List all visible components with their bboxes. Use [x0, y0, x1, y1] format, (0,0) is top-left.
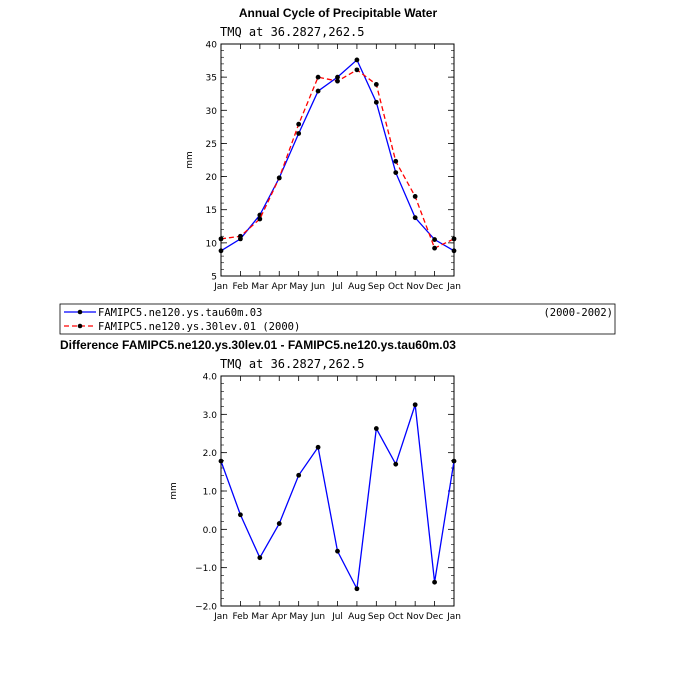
chart2-ytick-label: 1.0 — [203, 488, 218, 498]
chart2-xtick-label: Oct — [388, 612, 404, 622]
chart1-series-2-point — [393, 158, 399, 164]
chart2-xtick-label: Sep — [368, 612, 385, 622]
chart1-xtick-label: Aug — [348, 282, 366, 292]
chart1-ytick-label: 30 — [206, 107, 218, 117]
chart1-series-1-point — [393, 170, 399, 175]
chart-annual-cycle: Annual Cycle of Precipitable Water TMQ a… — [185, 6, 461, 292]
chart2-series-1-point — [393, 461, 399, 467]
chart1-series-1-point — [412, 215, 418, 221]
chart1-xtick-label: Sep — [368, 282, 385, 292]
chart2-series-1-line — [220, 404, 455, 591]
chart1-xtick-label: Nov — [406, 282, 424, 292]
chart2-axes: Jan Feb Mar Apr May Jun Jul Aug Sep Oct Nov Dec Jan−… — [195, 373, 461, 623]
chart2-plot-frame — [220, 375, 455, 607]
chart1-series-1-point — [315, 88, 321, 94]
chart2-series-1-point — [238, 512, 243, 518]
chart2-xtick-label: Apr — [271, 612, 287, 622]
chart1-series-2-point — [315, 74, 321, 80]
legend: FAMIPC5.ne120.ys.tau60m.03 (2000-2002) F… — [59, 303, 616, 335]
chart1-xtick-label: Jun — [310, 282, 325, 292]
chart1-ytick-label: 35 — [206, 74, 217, 84]
chart2-xtick-label: Feb — [232, 612, 248, 622]
chart1-series-2-point — [451, 236, 457, 242]
chart1-series-2-point — [296, 121, 302, 127]
chart2-series-1-point — [276, 521, 282, 526]
chart1-series-2-point — [432, 245, 437, 251]
chart1-ytick-label: 25 — [206, 140, 217, 150]
chart1-ylabel: mm — [185, 151, 195, 169]
chart2-xtick-label: Mar — [251, 612, 268, 622]
chart2-xtick-label: Jan — [213, 612, 228, 622]
chart2-series-1-point — [373, 426, 379, 431]
chart1-series-2-point — [412, 194, 418, 199]
chart-difference: Difference FAMIPC5.ne120.ys.30lev.01 - F… — [60, 338, 461, 622]
chart2-ytick-label: 3.0 — [203, 411, 218, 421]
chart1-series-2-point — [276, 175, 282, 181]
chart1-subtitle: TMQ at 36.2827,262.5 — [220, 25, 365, 39]
chart1-xtick-label: Dec — [426, 282, 443, 292]
chart2-ytick-label: 0.0 — [203, 526, 218, 536]
chart1-ytick-label: 10 — [206, 239, 218, 249]
chart2-series-1-point — [257, 555, 263, 561]
legend-marker-series-1 — [77, 309, 83, 315]
chart1-xtick-label: Oct — [388, 282, 404, 292]
chart1-ytick-label: 20 — [206, 173, 218, 183]
chart1-series-2-point — [354, 67, 360, 73]
chart1-xtick-label: Feb — [232, 282, 248, 292]
chart1-xtick-label: May — [289, 282, 308, 292]
chart1-series-1-point — [432, 237, 437, 242]
chart1-xtick-label: Mar — [251, 282, 268, 292]
chart1-series-2-point — [335, 78, 340, 84]
chart1-series-1-point — [335, 74, 340, 80]
chart1-series-1-point — [218, 248, 224, 254]
chart1-series — [218, 57, 457, 254]
chart2-series-1-point — [296, 472, 302, 478]
chart2-subtitle: TMQ at 36.2827,262.5 — [220, 357, 365, 371]
chart2-series-1-point — [432, 579, 437, 585]
chart2-series-1-point — [218, 458, 224, 464]
chart2-title: Difference FAMIPC5.ne120.ys.30lev.01 - F… — [60, 338, 456, 352]
chart1-xtick-label: Jan — [446, 282, 461, 292]
chart1-ytick-label: 40 — [206, 41, 218, 51]
chart2-series-1-point — [335, 548, 340, 554]
chart2-ytick-label: −2.0 — [195, 603, 217, 613]
chart2-ytick-label: −1.0 — [195, 564, 217, 574]
legend-label-series-1: FAMIPC5.ne120.ys.tau60m.03 — [98, 307, 262, 319]
legend-label-series-2: FAMIPC5.ne120.ys.30lev.01 (2000) — [98, 321, 300, 333]
chart2-ylabel: mm — [169, 482, 179, 500]
chart1-series-1-point — [354, 57, 360, 63]
chart2-ytick-label: 4.0 — [203, 373, 218, 383]
chart2-ytick-label: 2.0 — [203, 449, 218, 459]
legend-box — [59, 303, 616, 335]
chart1-xtick-label: Apr — [271, 282, 287, 292]
legend-marker-series-2 — [77, 323, 83, 329]
chart1-series-2-point — [257, 216, 263, 222]
chart2-xtick-label: May — [289, 612, 308, 622]
chart2-xtick-label: Dec — [426, 612, 443, 622]
chart1-series-1-point — [451, 248, 457, 254]
chart1-series-2-point — [238, 233, 243, 239]
chart1-series-2-point — [373, 82, 379, 87]
chart1-xtick-label: Jan — [213, 282, 228, 292]
chart2-xtick-label: Jan — [446, 612, 461, 622]
chart2-series-1-point — [412, 402, 418, 408]
chart2-series-1-point — [315, 444, 321, 450]
chart2-xtick-label: Jul — [331, 612, 343, 622]
chart2-xtick-label: Jun — [310, 612, 325, 622]
chart2-series-1-point — [354, 586, 360, 592]
chart1-series-2-point — [218, 236, 224, 242]
chart1-title: Annual Cycle of Precipitable Water — [239, 6, 438, 20]
chart1-series-1-point — [373, 99, 379, 105]
legend-period-note: (2000-2002) — [543, 307, 613, 319]
chart1-series-1-point — [296, 131, 302, 136]
chart1-xtick-label: Jul — [331, 282, 343, 292]
chart2-xtick-label: Aug — [348, 612, 366, 622]
chart2-series — [218, 402, 457, 592]
chart1-axes: Jan Feb Mar Apr May Jun Jul Aug Sep Oct Nov Dec Jan5… — [206, 41, 461, 293]
chart1-ytick-label: 5 — [211, 273, 217, 283]
chart1-ytick-label: 15 — [206, 206, 217, 216]
chart2-xtick-label: Nov — [406, 612, 424, 622]
chart2-series-1-point — [451, 458, 457, 464]
